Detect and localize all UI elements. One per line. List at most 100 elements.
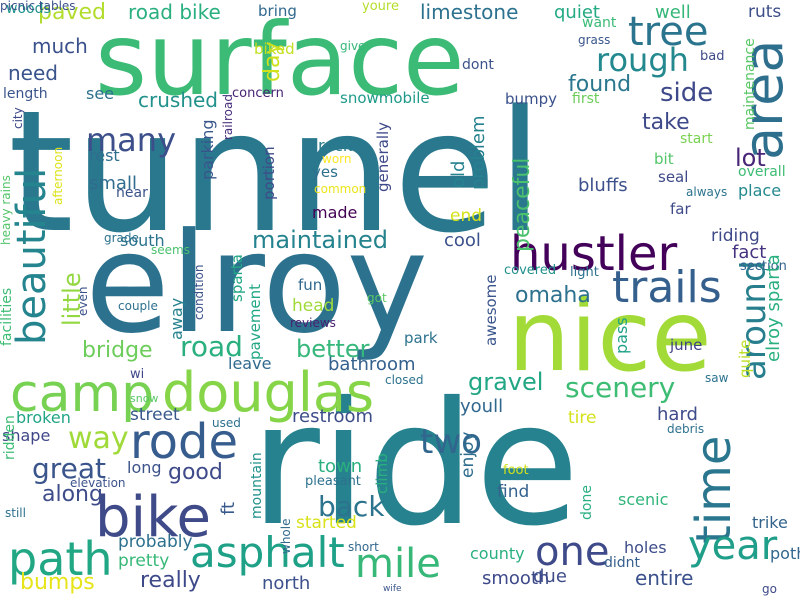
word-bridge: bridge bbox=[82, 338, 153, 363]
word-far: far bbox=[670, 200, 691, 218]
word-concern: concern bbox=[232, 86, 284, 101]
word-much: much bbox=[32, 34, 88, 58]
word-common: common bbox=[314, 182, 367, 196]
word-snow: snow bbox=[130, 392, 159, 405]
word-surface: surface bbox=[95, 1, 465, 118]
word-picnic-tables: picnic tables bbox=[0, 0, 76, 13]
word-year: year bbox=[688, 523, 778, 569]
word-heavy-rains: heavy rains bbox=[0, 175, 13, 245]
word-bathroom: bathroom bbox=[328, 354, 416, 375]
word-city: city bbox=[11, 107, 25, 129]
word-afternoon: afternoon bbox=[51, 146, 65, 205]
word-start: start bbox=[680, 131, 713, 147]
word-wi: wi bbox=[130, 367, 145, 382]
word-wife: wife bbox=[383, 584, 402, 594]
word-good: good bbox=[168, 460, 223, 485]
word-north: north bbox=[262, 573, 311, 594]
word-pass: pass bbox=[612, 317, 631, 354]
word-maintained: maintained bbox=[252, 226, 388, 254]
word-mile: mile bbox=[355, 541, 441, 587]
word-side: side bbox=[660, 78, 714, 108]
word-tunnel: tunnel bbox=[8, 74, 544, 270]
word-road: road bbox=[180, 330, 243, 363]
word-due: due bbox=[533, 566, 567, 587]
word-head: head bbox=[292, 296, 335, 316]
word-lot: lot bbox=[735, 144, 766, 172]
word-june: june bbox=[670, 336, 703, 354]
word-paved: paved bbox=[38, 0, 106, 25]
word-gravel: gravel bbox=[468, 368, 544, 396]
word-light: light bbox=[570, 265, 599, 280]
word-worn: worn bbox=[322, 152, 352, 166]
word-trike: trike bbox=[752, 513, 788, 532]
word-always: always bbox=[686, 185, 728, 199]
word-trails: trails bbox=[612, 262, 722, 313]
word-covered: covered bbox=[504, 263, 557, 278]
word-pleasant: pleasant bbox=[305, 474, 361, 489]
word-place: place bbox=[738, 181, 782, 200]
word-condition: condition bbox=[192, 264, 206, 320]
word-sparta: sparta bbox=[228, 254, 246, 302]
word-restroom: restroom bbox=[292, 406, 374, 427]
word-facilities: facilities bbox=[0, 287, 15, 346]
word-near: near bbox=[116, 185, 148, 201]
word-want: want bbox=[582, 15, 617, 31]
word-better: better bbox=[296, 335, 370, 363]
word-generally: generally bbox=[374, 121, 392, 192]
word-yes: yes bbox=[312, 163, 338, 181]
word-youre: youre bbox=[362, 0, 399, 14]
word-many: many bbox=[86, 121, 176, 159]
word-bad: bad bbox=[700, 49, 725, 64]
word-climb: climb bbox=[373, 453, 391, 494]
word-scenic: scenic bbox=[618, 490, 669, 509]
word-road-bike: road bike bbox=[128, 0, 221, 24]
word-give: give bbox=[340, 39, 366, 53]
word-awesome: awesome bbox=[482, 274, 500, 346]
word-rode: rode bbox=[130, 414, 239, 470]
word-biked: biked bbox=[254, 40, 295, 58]
word-section: section bbox=[740, 259, 787, 274]
word-well: well bbox=[655, 2, 691, 23]
word-parking: parking bbox=[198, 119, 217, 180]
word-old: old bbox=[448, 160, 469, 188]
word-rock: rock bbox=[318, 136, 353, 155]
word-douglas: douglas bbox=[162, 361, 375, 424]
word-overall: overall bbox=[738, 164, 786, 180]
word-ruts: ruts bbox=[748, 2, 782, 22]
word-seems: seems bbox=[151, 243, 190, 257]
word-didnt: didnt bbox=[604, 555, 641, 571]
word-way: way bbox=[68, 421, 129, 456]
word-used: used bbox=[212, 416, 241, 430]
word-first: first bbox=[572, 91, 600, 107]
word-quiet: quiet bbox=[554, 2, 600, 23]
word-end: end bbox=[450, 206, 483, 226]
word-seal: seal bbox=[658, 168, 689, 186]
word-reviews: reviews bbox=[290, 316, 336, 330]
word-foot: foot bbox=[503, 463, 529, 478]
word-found: found bbox=[568, 72, 632, 97]
word-riding: riding bbox=[711, 226, 760, 246]
word-mountain: mountain bbox=[249, 452, 265, 519]
word-asphalt: asphalt bbox=[190, 528, 345, 577]
word-elevation: elevation bbox=[70, 476, 126, 490]
word-closed: closed bbox=[385, 373, 424, 387]
word-grade: grade bbox=[104, 231, 139, 245]
word-entire: entire bbox=[635, 566, 694, 590]
word-probably: probably bbox=[118, 532, 193, 552]
word-bumps: bumps bbox=[20, 570, 95, 595]
word-grass: grass bbox=[578, 33, 611, 47]
word-bumpy: bumpy bbox=[505, 90, 558, 108]
word-leave: leave bbox=[228, 354, 272, 373]
word-potholes: potholes bbox=[770, 544, 800, 563]
word-smooth: smooth bbox=[482, 568, 550, 589]
word-broken: broken bbox=[16, 408, 71, 427]
word-hustler: hustler bbox=[510, 226, 678, 282]
word-great: great bbox=[32, 452, 107, 485]
word-pavement: pavement bbox=[246, 283, 264, 360]
word-see: see bbox=[86, 84, 115, 103]
word-couple: couple bbox=[118, 299, 158, 313]
word-crushed: crushed bbox=[138, 88, 218, 112]
word-street: street bbox=[130, 405, 180, 425]
word-rough: rough bbox=[596, 41, 689, 79]
word-ride: ride bbox=[250, 366, 580, 564]
